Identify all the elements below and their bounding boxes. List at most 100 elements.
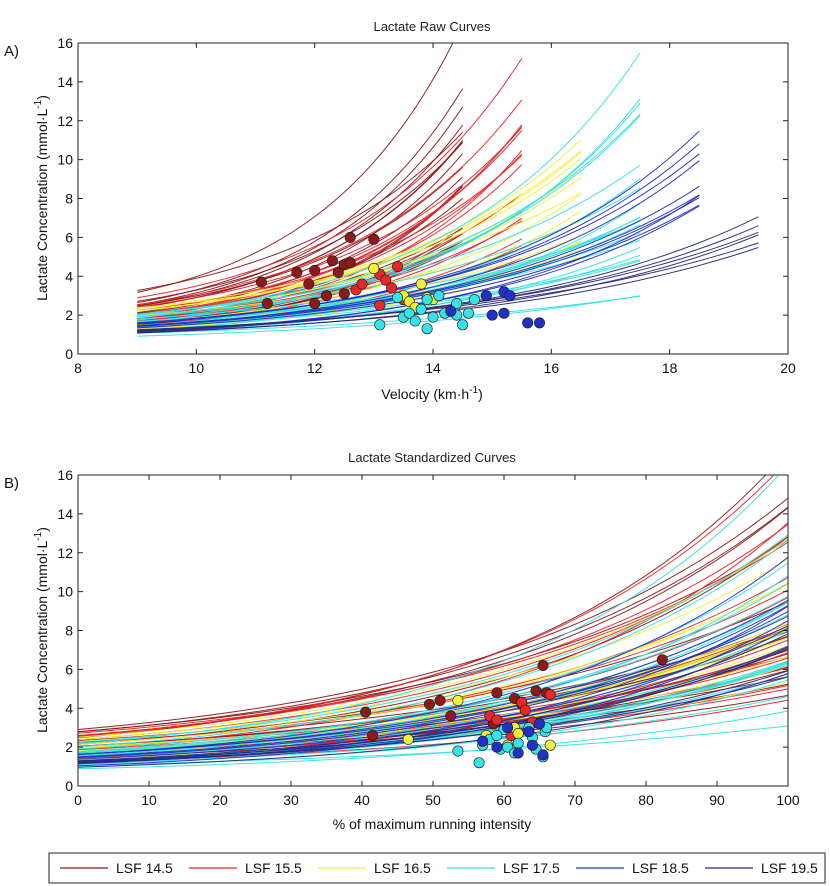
curve-lsf-14-5 — [137, 43, 454, 293]
point-lsf-18-5 — [491, 741, 503, 753]
curve-lsf-18-5 — [78, 556, 788, 755]
point-lsf-17-5 — [473, 757, 485, 769]
curve-lsf-15-5 — [137, 99, 523, 306]
legend-label: LSF 15.5 — [245, 860, 302, 876]
curve-lsf-16-5 — [78, 538, 788, 738]
panel-a-ylabel: Lactate Concentration (mmol·L-1) — [33, 95, 50, 301]
x-tick-label: 50 — [425, 792, 441, 808]
y-tick-label: 14 — [57, 74, 73, 90]
x-tick-label: 80 — [638, 792, 654, 808]
x-tick-label: 18 — [662, 360, 678, 376]
y-tick-label: 6 — [65, 229, 73, 245]
x-tick-label: 90 — [709, 792, 725, 808]
point-lsf-17-5 — [421, 294, 433, 306]
legend-label: LSF 16.5 — [374, 860, 431, 876]
point-lsf-18-5 — [504, 290, 516, 302]
y-tick-label: 12 — [57, 545, 73, 561]
panel-a-plot-area — [137, 43, 759, 337]
point-lsf-17-5 — [502, 741, 514, 753]
point-lsf-18-5 — [526, 739, 538, 751]
x-tick-label: 100 — [776, 792, 800, 808]
legend-item: LSF 14.5 — [60, 860, 173, 876]
x-tick-label: 14 — [425, 360, 441, 376]
panel-b-axes: 0 10 20 30 40 50 60 70 80 90 100 0 2 4 6 8 10 12 14 16 — [57, 467, 799, 808]
point-lsf-17-5 — [421, 323, 433, 335]
point-lsf-14-5 — [320, 290, 332, 302]
point-lsf-18-5 — [480, 290, 492, 302]
y-tick-label: 14 — [57, 506, 73, 522]
curve-lsf-14-5 — [78, 539, 788, 733]
point-lsf-15-5 — [386, 282, 398, 294]
y-tick-label: 0 — [65, 346, 73, 362]
point-lsf-18-5 — [533, 718, 545, 730]
point-lsf-14-5 — [423, 698, 435, 710]
curve-lsf-19-5 — [137, 225, 759, 332]
point-lsf-16-5 — [415, 278, 427, 290]
point-lsf-14-5 — [303, 278, 315, 290]
point-lsf-15-5 — [491, 714, 503, 726]
x-tick-label: 40 — [354, 792, 370, 808]
point-lsf-17-5 — [462, 307, 474, 319]
point-lsf-17-5 — [415, 303, 427, 315]
y-tick-label: 2 — [65, 739, 73, 755]
curve-lsf-16-5 — [137, 150, 582, 309]
y-tick-label: 16 — [57, 35, 73, 51]
point-lsf-17-5 — [433, 290, 445, 302]
point-lsf-17-5 — [512, 737, 524, 749]
point-lsf-15-5 — [374, 299, 386, 311]
point-lsf-18-5 — [512, 747, 524, 759]
point-lsf-18-5 — [523, 726, 535, 738]
curve-lsf-14-5 — [78, 497, 788, 730]
panel-b-ylabel: Lactate Concentration (mmol·L-1) — [33, 527, 50, 733]
y-tick-label: 8 — [65, 191, 73, 207]
curve-lsf-16-5 — [137, 192, 582, 309]
x-tick-label: 70 — [567, 792, 583, 808]
point-lsf-14-5 — [537, 659, 549, 671]
curve-lsf-15-5 — [137, 58, 523, 299]
point-lsf-14-5 — [261, 297, 273, 309]
point-lsf-17-5 — [403, 307, 415, 319]
curve-lsf-14-5 — [137, 132, 463, 291]
x-tick-label: 60 — [496, 792, 512, 808]
panel-b-title: Lactate Standardized Curves — [348, 450, 516, 465]
curve-lsf-17-5 — [137, 295, 641, 334]
point-lsf-18-5 — [445, 305, 457, 317]
legend-item: LSF 18.5 — [576, 860, 689, 876]
curve-lsf-18-5 — [137, 197, 700, 327]
x-tick-label: 0 — [74, 792, 82, 808]
x-tick-label: 16 — [544, 360, 560, 376]
curve-lsf-18-5 — [78, 610, 788, 759]
y-tick-label: 8 — [65, 623, 73, 639]
point-lsf-14-5 — [338, 288, 350, 300]
panel-a-axes: 8 10 12 14 16 18 20 0 2 4 6 8 10 12 14 16 — [57, 35, 796, 376]
panel-a-label: A) — [4, 43, 19, 60]
point-lsf-14-5 — [309, 264, 321, 276]
panel-b-label: B) — [4, 475, 19, 492]
curve-lsf-14-5 — [78, 536, 788, 745]
point-lsf-14-5 — [445, 710, 457, 722]
panel-a-xlabel: Velocity (km·h-1) — [381, 385, 483, 402]
point-lsf-17-5 — [452, 745, 464, 757]
point-lsf-14-5 — [530, 685, 542, 697]
point-lsf-17-5 — [374, 319, 386, 331]
curve-lsf-17-5 — [78, 582, 788, 753]
x-tick-label: 10 — [141, 792, 157, 808]
legend-item: LSF 17.5 — [447, 860, 560, 876]
point-lsf-15-5 — [356, 278, 368, 290]
curve-lsf-18-5 — [78, 627, 788, 767]
curve-lsf-14-5 — [137, 106, 464, 306]
legend-label: LSF 14.5 — [116, 860, 173, 876]
point-lsf-14-5 — [491, 687, 503, 699]
legend-box — [48, 852, 826, 884]
y-tick-label: 0 — [65, 778, 73, 794]
legend-item: LSF 16.5 — [318, 860, 431, 876]
curve-lsf-17-5 — [78, 562, 788, 753]
curve-lsf-18-5 — [137, 204, 700, 329]
curve-lsf-17-5 — [137, 295, 641, 337]
y-tick-label: 6 — [65, 661, 73, 677]
panel-b: B) Lactate Standardized Curves 0 10 20 30 40… — [4, 450, 800, 832]
curve-lsf-14-5 — [137, 88, 464, 304]
point-lsf-14-5 — [367, 729, 379, 741]
y-tick-label: 4 — [65, 700, 73, 716]
